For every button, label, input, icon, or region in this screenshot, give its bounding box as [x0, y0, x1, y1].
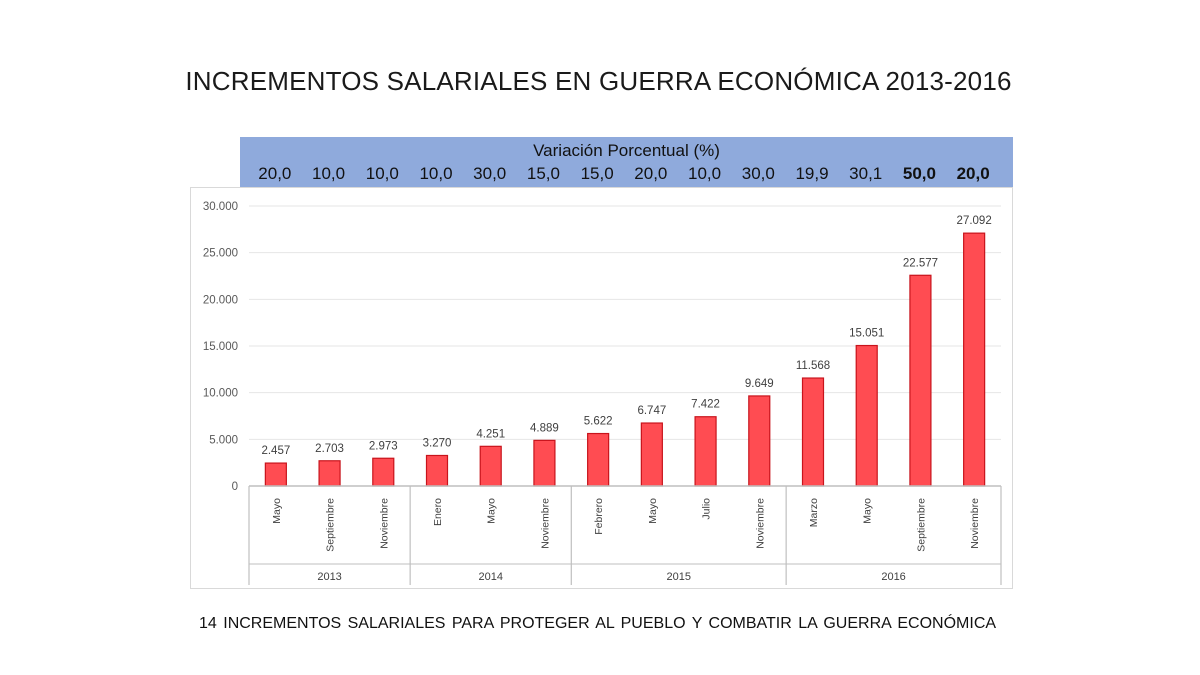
- bar: [372, 457, 395, 487]
- bar: [533, 439, 556, 487]
- x-category-label: Mayo: [862, 498, 874, 524]
- percent-variation-title: Variación Porcentual (%): [533, 141, 720, 160]
- bar: [694, 416, 717, 487]
- bar-value-label: 22.577: [903, 257, 938, 269]
- y-tick-label: 20.000: [203, 294, 238, 306]
- bar-value-label: 2.973: [369, 440, 398, 452]
- percent-value: 10,0: [419, 164, 453, 183]
- x-category-label: Enero: [432, 498, 444, 526]
- percent-value: 19,9: [795, 164, 829, 183]
- year-group-label: 2015: [666, 571, 690, 583]
- bar: [748, 395, 771, 487]
- y-tick-label: 30.000: [203, 201, 238, 213]
- percent-value: 20,0: [258, 164, 292, 183]
- x-category-label: Mayo: [486, 498, 498, 524]
- bar-value-label: 3.270: [423, 437, 452, 449]
- percent-value: 50,0: [902, 164, 936, 183]
- bar-value-label: 7.422: [691, 399, 720, 411]
- bar-value-label: 27.092: [957, 215, 992, 227]
- bar-value-label: 5.622: [584, 416, 613, 428]
- percent-value: 20,0: [634, 164, 668, 183]
- bar-value-label: 4.889: [530, 422, 559, 434]
- x-category-label: Septiembre: [915, 498, 927, 552]
- bar: [318, 460, 341, 487]
- bar: [479, 445, 502, 487]
- year-group-label: 2013: [317, 571, 341, 583]
- bar: [801, 377, 825, 487]
- year-group-label: 2016: [881, 571, 905, 583]
- x-category-label: Marzo: [808, 498, 820, 527]
- x-category-label: Mayo: [271, 498, 283, 524]
- percent-value: 15,0: [526, 164, 560, 183]
- y-tick-label: 0: [232, 481, 238, 493]
- bar-value-label: 2.457: [261, 445, 290, 457]
- x-category-label: Noviembre: [378, 498, 390, 549]
- bar-value-label: 6.747: [637, 405, 666, 417]
- percent-value: 30,0: [741, 164, 775, 183]
- bar-value-label: 2.703: [315, 443, 344, 455]
- percent-value: 10,0: [688, 164, 722, 183]
- bar-value-label: 11.568: [796, 360, 830, 372]
- slide-title: INCREMENTOS SALARIALES EN GUERRA ECONÓMI…: [185, 66, 1012, 96]
- x-category-label: Septiembre: [325, 498, 337, 552]
- x-category-label: Febrero: [593, 498, 605, 535]
- y-tick-label: 15.000: [203, 341, 238, 353]
- y-tick-label: 5.000: [209, 434, 238, 446]
- x-category-label: Julio: [701, 498, 713, 520]
- bar-value-label: 9.649: [745, 378, 774, 390]
- x-category-label: Noviembre: [754, 498, 766, 549]
- bar: [425, 454, 449, 487]
- percent-value: 10,0: [312, 164, 346, 183]
- x-category-label: Mayo: [647, 498, 659, 524]
- bar: [640, 422, 663, 487]
- chart-frame: 0 5.000 10.000 15.000 20.000 25.000 30.000 2.45…: [190, 187, 1013, 589]
- percent-value: 30,0: [473, 164, 507, 183]
- percent-variation-header: Variación Porcentual (%) 20,0 10,0 10,0 10,…: [240, 137, 1013, 187]
- bar: [264, 462, 287, 487]
- percent-variation-values: 20,0 10,0 10,0 10,0 30,0 15,0 15,0 20,0 10,0 30,0…: [240, 164, 1013, 186]
- bar-value-label: 4.251: [476, 428, 505, 440]
- percent-value: 15,0: [580, 164, 614, 183]
- percent-value: 10,0: [365, 164, 399, 183]
- x-category-label: Noviembre: [539, 498, 551, 549]
- y-tick-label: 10.000: [203, 388, 238, 400]
- bar: [963, 232, 986, 487]
- bar: [587, 432, 610, 487]
- bar: [855, 344, 878, 487]
- percent-value: 30,1: [849, 164, 883, 183]
- year-group-label: 2014: [478, 571, 502, 583]
- footer-caption: 14 INCREMENTOS SALARIALES PARA PROTEGER …: [199, 615, 997, 632]
- percent-value: 20,0: [956, 164, 990, 183]
- x-category-label: Noviembre: [969, 498, 981, 549]
- bar-value-label: 15.051: [849, 328, 884, 340]
- y-tick-label: 25.000: [203, 248, 238, 260]
- salary-bar-chart: 0 5.000 10.000 15.000 20.000 25.000 30.000 2.45…: [203, 201, 1002, 585]
- bar: [909, 274, 932, 487]
